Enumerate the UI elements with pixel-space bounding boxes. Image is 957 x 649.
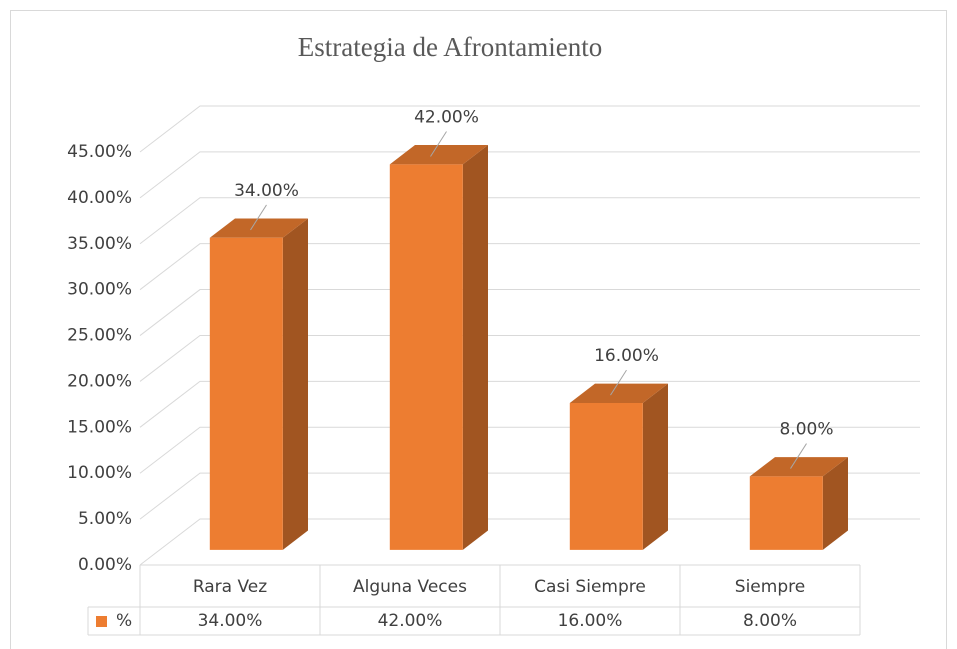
data-label: 34.00% xyxy=(234,181,299,201)
grid-line xyxy=(139,518,920,566)
grid-line xyxy=(139,243,920,291)
label-leader xyxy=(790,443,807,469)
label-leader xyxy=(610,369,627,396)
label-leader xyxy=(430,131,447,157)
data-label: 42.00% xyxy=(414,108,479,128)
bar xyxy=(209,237,283,550)
grid-line xyxy=(139,289,920,336)
x-tick-label: Siempre xyxy=(735,577,805,597)
y-tick-label: 5.00% xyxy=(78,509,132,529)
bar-top xyxy=(749,457,848,477)
bar-top xyxy=(209,218,308,238)
bar-top xyxy=(389,145,488,165)
y-tick-label: 15.00% xyxy=(67,417,132,437)
y-tick-label: 10.00% xyxy=(67,463,132,483)
data-label: 8.00% xyxy=(779,420,833,440)
table-value: 34.00% xyxy=(198,611,263,631)
grid-line xyxy=(139,334,920,382)
x-tick-label: Rara Vez xyxy=(193,577,267,597)
data-label: 16.00% xyxy=(594,346,659,366)
grid-line xyxy=(139,105,920,153)
bar xyxy=(569,402,643,550)
bar-top xyxy=(569,383,668,403)
table-value: 16.00% xyxy=(558,611,623,631)
bar-side xyxy=(822,457,848,550)
y-tick-label: 35.00% xyxy=(67,234,132,254)
label-leader xyxy=(250,204,267,231)
table-value: 8.00% xyxy=(743,611,797,631)
grid-line xyxy=(139,472,920,520)
grid-line xyxy=(139,426,920,474)
table-value: 42.00% xyxy=(378,611,443,631)
y-tick-label: 20.00% xyxy=(67,371,132,391)
bar-side xyxy=(642,383,668,550)
y-tick-label: 30.00% xyxy=(67,280,132,300)
legend-label: % xyxy=(116,611,132,631)
bar-side xyxy=(282,218,308,550)
grid-line xyxy=(139,151,920,199)
bar xyxy=(389,164,463,550)
bar xyxy=(749,476,823,550)
chart-title: Estrategia de Afrontamiento xyxy=(298,32,602,62)
bar-side xyxy=(462,145,488,550)
x-tick-label: Alguna Veces xyxy=(353,577,467,597)
y-tick-label: 25.00% xyxy=(67,326,132,346)
chart-frame xyxy=(10,10,947,649)
x-tick-label: Casi Siempre xyxy=(534,577,646,597)
grid-line xyxy=(139,380,920,428)
y-tick-label: 45.00% xyxy=(67,142,132,162)
y-tick-label: 0.00% xyxy=(78,555,132,575)
grid-line xyxy=(139,197,920,245)
legend-key xyxy=(96,616,107,627)
y-tick-label: 40.00% xyxy=(67,188,132,208)
